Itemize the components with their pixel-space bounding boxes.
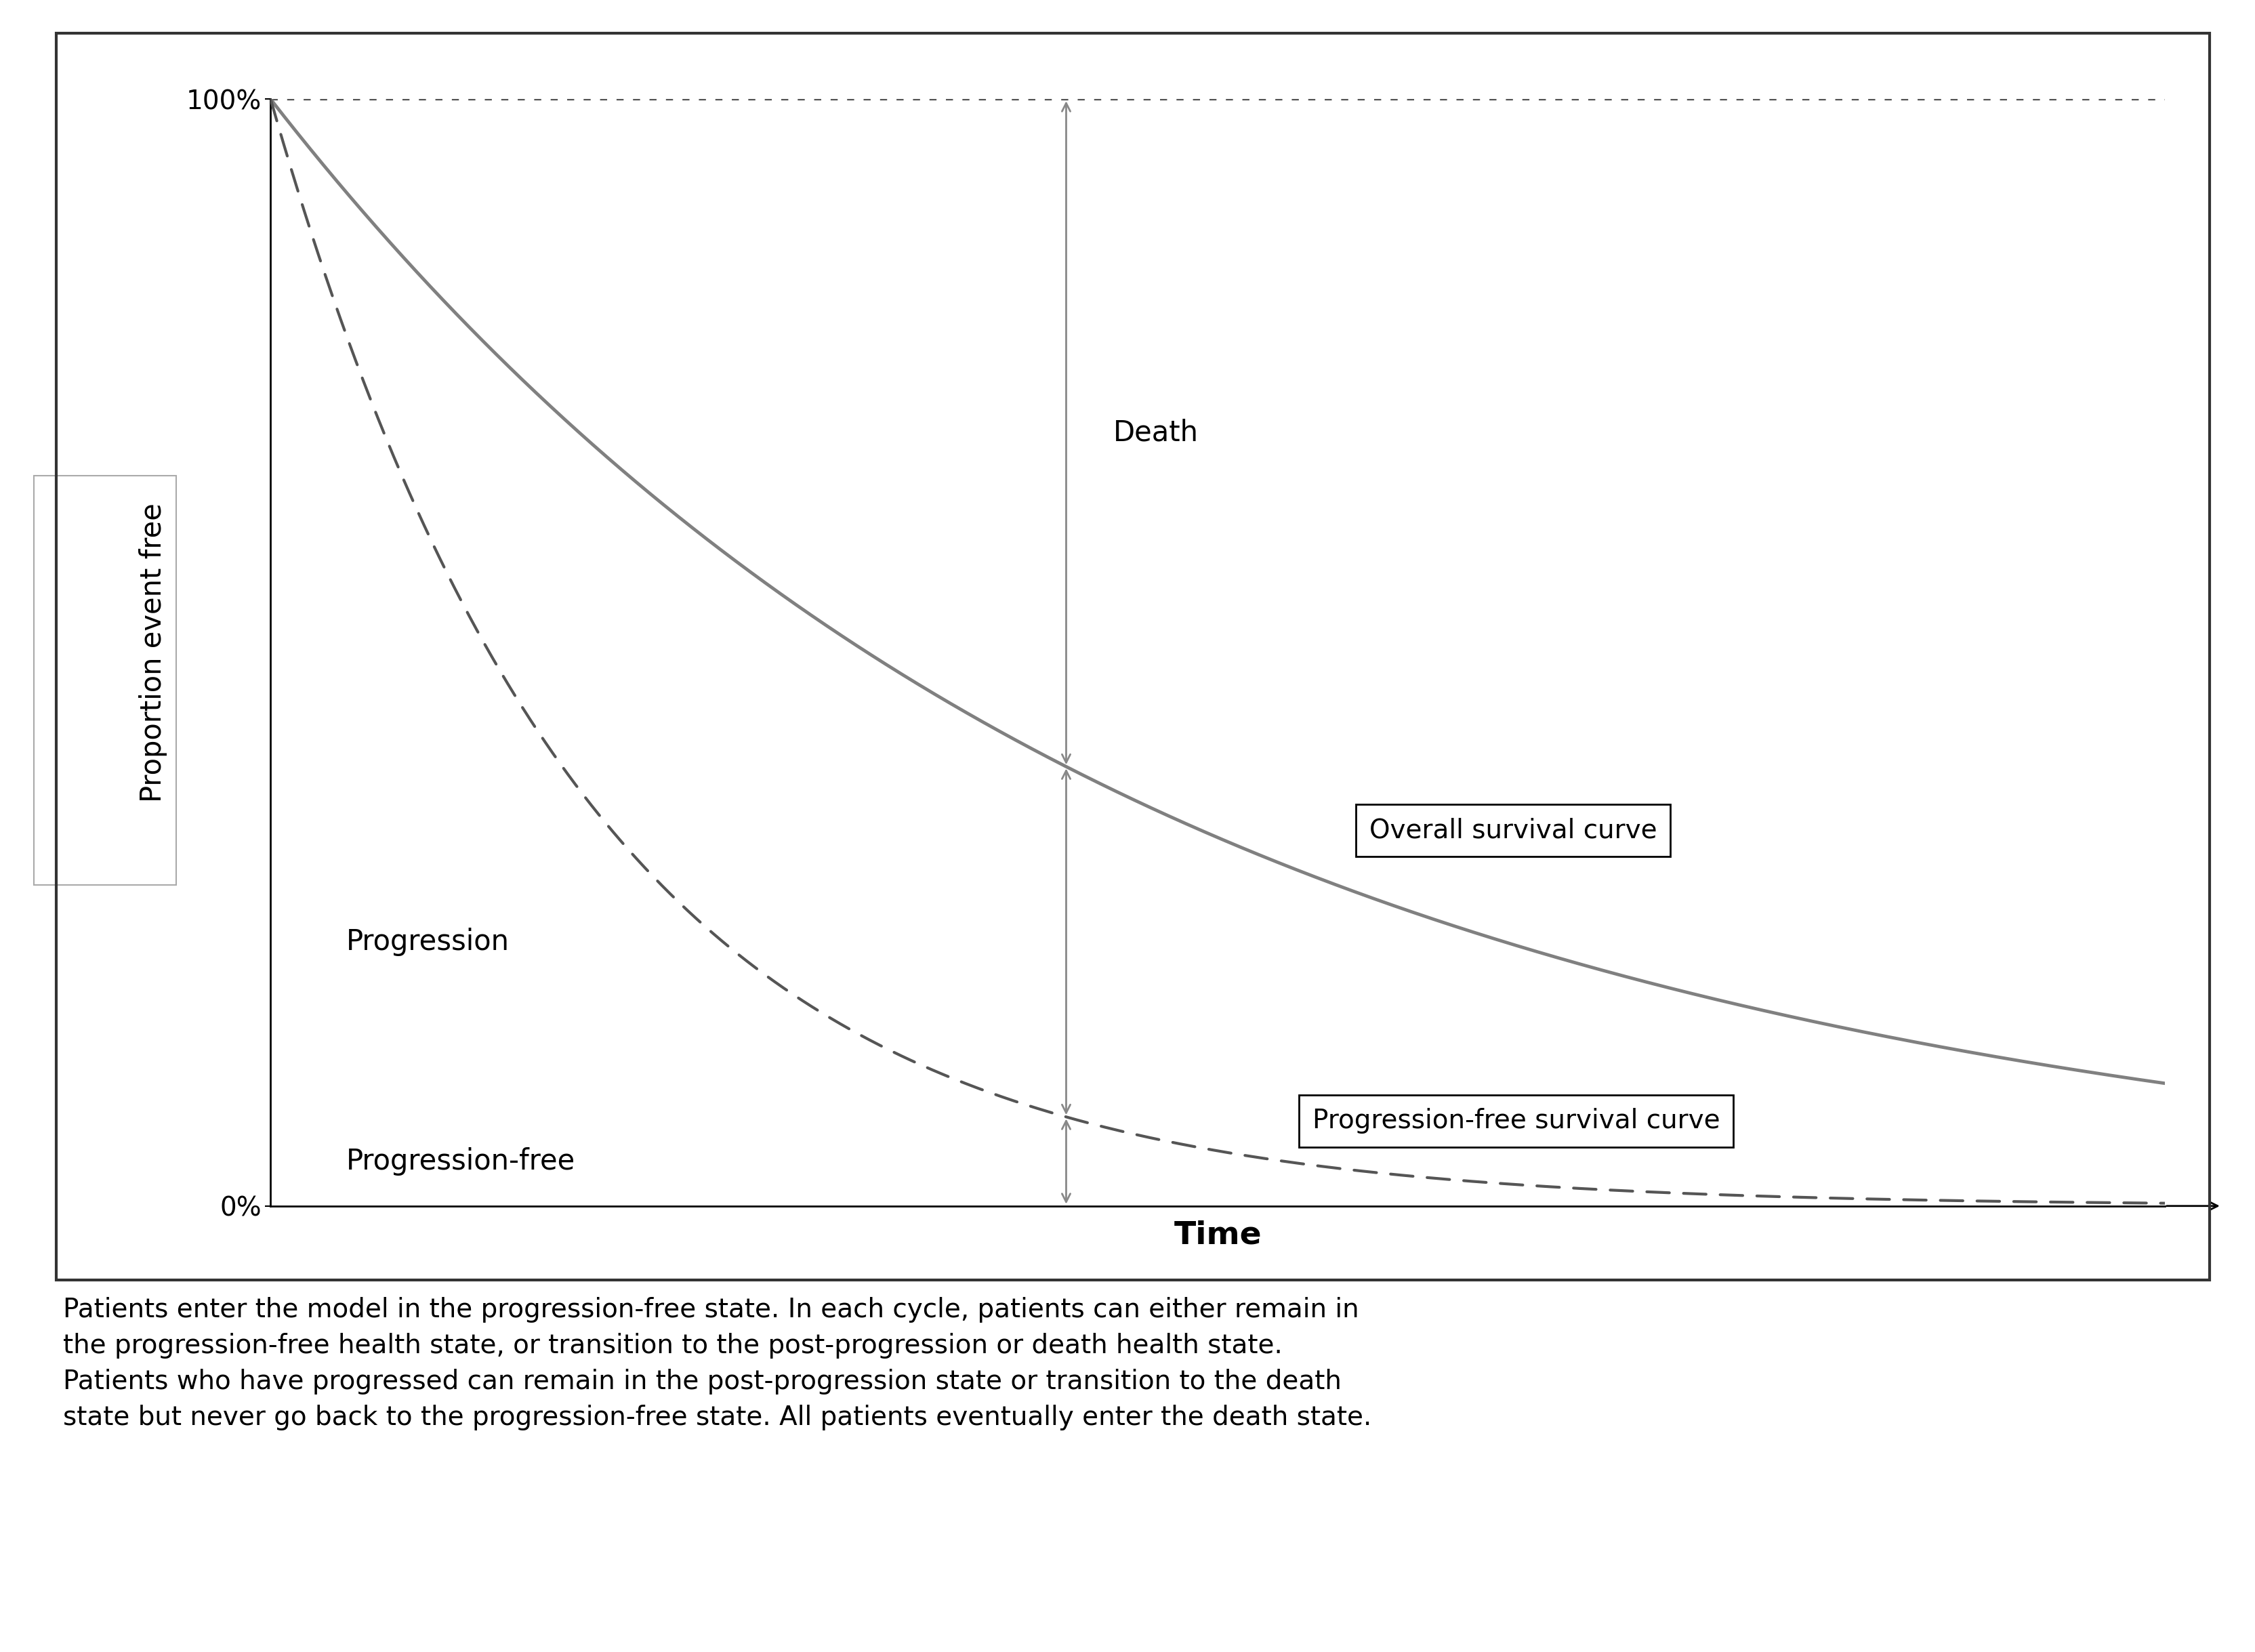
Text: Progression-free survival curve: Progression-free survival curve [1312, 1108, 1721, 1133]
Text: Patients enter the model in the progression-free state. In each cycle, patients : Patients enter the model in the progress… [63, 1297, 1371, 1431]
Text: Overall survival curve: Overall survival curve [1369, 818, 1657, 844]
Text: Progression: Progression [347, 927, 510, 957]
Text: Death: Death [1114, 418, 1200, 448]
Text: Progression-free: Progression-free [347, 1146, 575, 1176]
FancyBboxPatch shape [34, 476, 176, 885]
X-axis label: Time: Time [1175, 1221, 1261, 1251]
Y-axis label: Proportion event free: Proportion event free [140, 502, 167, 803]
